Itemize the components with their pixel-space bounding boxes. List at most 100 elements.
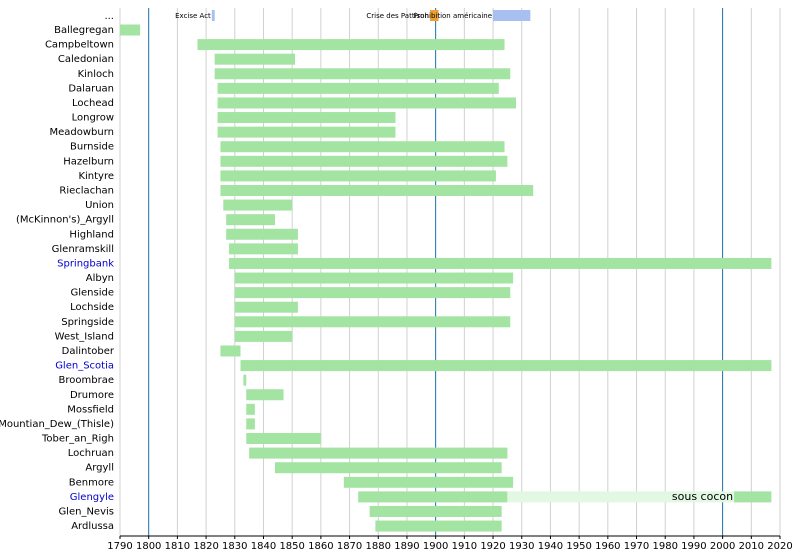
row-label: Glenramskill [52, 244, 114, 255]
row-label: Albyn [86, 273, 114, 284]
x-tick-label: 1990 [681, 541, 706, 550]
period-bar [240, 360, 772, 372]
x-tick-label: 1870 [337, 541, 362, 550]
row-label: Kintyre [78, 171, 114, 182]
row-label: Hazelburn [63, 156, 114, 167]
period-bar [214, 68, 511, 80]
row-label: Drumore [70, 390, 114, 401]
event-bar [429, 10, 439, 21]
period-bar [343, 476, 514, 488]
x-tick-label: 1860 [308, 541, 333, 550]
period-bar [220, 141, 505, 153]
events-label: ... [104, 11, 114, 22]
row-label: Glenside [70, 288, 114, 299]
row-label: Glen_Scotia [55, 361, 114, 372]
period-bar [234, 301, 298, 313]
row-label: Highland [69, 229, 114, 240]
x-tick-label: 2020 [767, 541, 792, 550]
period-bar [217, 112, 396, 124]
period-bar [220, 184, 534, 196]
x-tick-label: 1950 [566, 541, 591, 550]
row-label: Mossfield [67, 404, 114, 415]
period-bar [234, 330, 293, 342]
x-tick-label: 1820 [193, 541, 218, 550]
period-bar [220, 345, 241, 357]
period-label: sous cocon [672, 490, 733, 503]
period-bar [246, 403, 255, 415]
x-tick-label: 1840 [251, 541, 276, 550]
row-label: Glen_Nevis [58, 506, 114, 517]
event-bar [493, 10, 531, 21]
row-label: Campbeltown [45, 40, 114, 51]
x-tick-label: 1790 [107, 541, 132, 550]
row-label: West_Island [55, 331, 114, 342]
period-bar [734, 491, 772, 503]
row-label: Lochead [72, 98, 114, 109]
period-bar [246, 418, 255, 430]
row-label: Ballegregan [54, 25, 114, 36]
period-bar [214, 53, 296, 65]
x-tick-label: 1980 [652, 541, 677, 550]
period-bar [197, 39, 505, 51]
row-label: Lochruan [68, 448, 114, 459]
period-bar [217, 97, 516, 109]
row-label: Argyll [85, 463, 114, 474]
row-label: Glengyle [70, 492, 114, 503]
period-bar [120, 24, 141, 36]
x-tick-label: 1900 [423, 541, 448, 550]
row-label: Burnside [70, 142, 114, 153]
event-label: Crise des Pattison [366, 12, 429, 20]
period-bar [375, 520, 502, 532]
x-tick-label: 1920 [480, 541, 505, 550]
x-tick-label: 1930 [509, 541, 534, 550]
event-label: Excise Act [175, 12, 211, 20]
row-label: Springbank [57, 258, 114, 269]
row-label: Tober_an_Righ [41, 434, 114, 445]
row-label: Kinloch [78, 69, 114, 80]
period-bar [220, 155, 508, 167]
row-label: Union [85, 200, 114, 211]
period-bar [220, 170, 496, 182]
row-label: Broombrae [59, 375, 114, 386]
row-label: Ardlussa [71, 521, 114, 532]
period-bar [246, 433, 321, 445]
x-tick-label: 1960 [595, 541, 620, 550]
row-label: Caledonian [58, 54, 114, 65]
period-bar [246, 389, 284, 401]
x-tick-label: 1850 [279, 541, 304, 550]
x-tick-label: 2010 [739, 541, 764, 550]
period-bar [369, 505, 502, 517]
event-label: Prohibition américaine [413, 12, 492, 20]
row-label: Lochside [70, 302, 114, 313]
row-label: Meadowburn [49, 127, 114, 138]
period-bar [507, 491, 735, 503]
row-label: Longrow [72, 113, 114, 124]
x-tick-label: 1940 [538, 541, 563, 550]
period-bar [226, 214, 275, 226]
period-bar [223, 199, 293, 211]
period-bar [229, 243, 298, 255]
period-bar [243, 374, 247, 386]
row-label: Springside [61, 317, 114, 328]
x-tick-label: 1810 [165, 541, 190, 550]
period-bar [249, 447, 508, 459]
period-bar [217, 82, 499, 94]
x-tick-label: 1800 [136, 541, 161, 550]
period-bar [358, 491, 508, 503]
x-tick-label: 1910 [452, 541, 477, 550]
period-bar [234, 272, 514, 284]
period-bar [217, 126, 396, 138]
period-bar [234, 287, 511, 299]
period-bar [274, 462, 502, 474]
period-bar [234, 316, 511, 328]
period-bar [229, 257, 772, 269]
x-tick-label: 1890 [394, 541, 419, 550]
period-bar [226, 228, 298, 240]
row-label: Mountian_Dew_(Thisle) [0, 419, 114, 430]
row-label: Dalaruan [68, 83, 114, 94]
row-label: (McKinnon's)_Argyll [16, 215, 114, 226]
row-label: Dalintober [62, 346, 115, 357]
x-tick-label: 1970 [624, 541, 649, 550]
x-tick-label: 1880 [366, 541, 391, 550]
